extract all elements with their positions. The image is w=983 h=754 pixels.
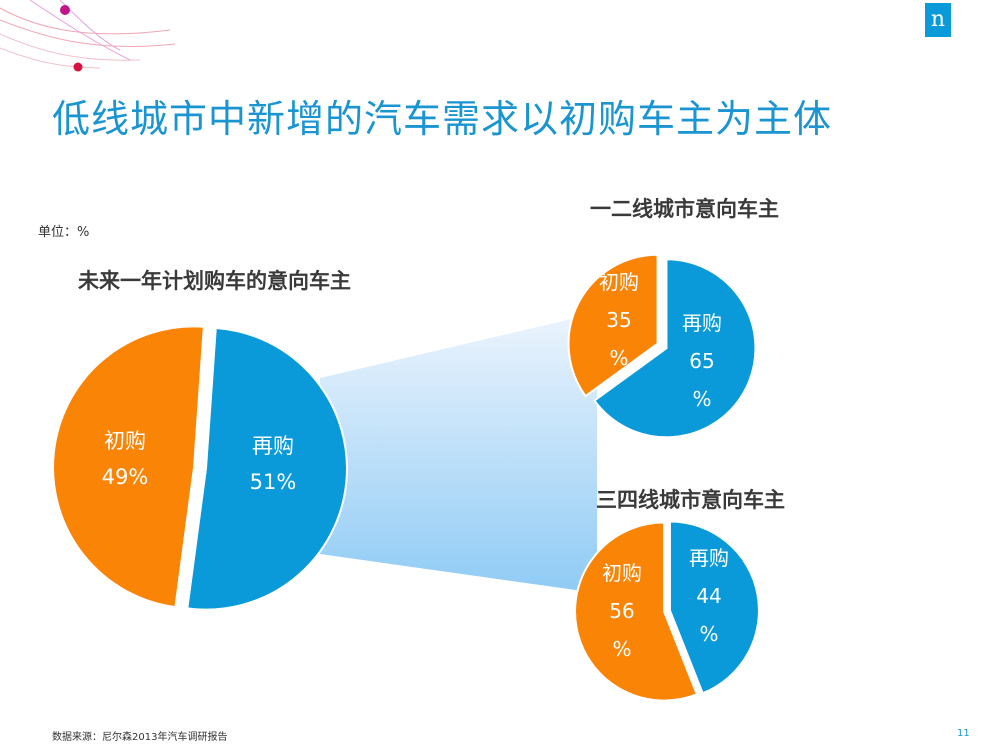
tier12-label-first-purchase: % xyxy=(609,346,628,370)
main-label-first-purchase: 49% xyxy=(102,465,149,489)
tier34-label-repurchase: % xyxy=(699,622,718,646)
page-number: 11 xyxy=(957,728,970,739)
brand-logo: n xyxy=(925,3,951,37)
decorative-lines xyxy=(0,0,176,72)
main-pie-title: 未来一年计划购车的意向车主 xyxy=(78,269,351,293)
source-note: 数据来源：尼尔森2013年汽车调研报告 xyxy=(52,732,228,743)
decor-dot xyxy=(73,62,83,72)
tier34-pie: 再购 44% 初购 56% xyxy=(574,520,760,702)
tier34-label-first-purchase: 56 xyxy=(609,599,634,623)
connector-beam xyxy=(320,313,597,593)
tier34-label-first-purchase: % xyxy=(612,637,631,661)
main-label-repurchase: 再购 xyxy=(252,434,294,458)
tier34-pie-title: 三四线城市意向车主 xyxy=(596,488,785,512)
tier12-slice-repurchase xyxy=(593,258,757,439)
tier12-slice-first-purchase xyxy=(567,253,659,398)
main-slice-first-purchase xyxy=(52,325,205,609)
tier34-label-repurchase: 再购 xyxy=(689,546,729,570)
tier34-label-repurchase: 44 xyxy=(696,584,721,608)
tier12-label-first-purchase: 初购 xyxy=(599,270,639,294)
tier12-label-repurchase: 65 xyxy=(689,349,714,373)
main-label-first-purchase: 初购 xyxy=(104,429,146,453)
tier12-label-repurchase: % xyxy=(692,387,711,411)
tier34-slice-first-purchase xyxy=(574,521,699,702)
tier12-label-first-purchase: 35 xyxy=(606,308,631,332)
tier12-label-repurchase: 再购 xyxy=(682,311,722,335)
unit-label: 单位：% xyxy=(38,225,90,240)
tier12-pie-title: 一二线城市意向车主 xyxy=(590,197,779,221)
tier34-slice-repurchase xyxy=(668,520,760,695)
main-slice-repurchase xyxy=(186,326,348,611)
decor-dot xyxy=(60,5,70,15)
page-title: 低线城市中新增的汽车需求以初购车主为主体 xyxy=(52,97,833,141)
tier34-label-first-purchase: 初购 xyxy=(602,561,642,585)
main-label-repurchase: 51% xyxy=(250,470,297,494)
main-pie: 再购 51% 初购 49% xyxy=(52,325,348,611)
tier12-pie: 再购 65% 初购 35% xyxy=(567,253,757,439)
